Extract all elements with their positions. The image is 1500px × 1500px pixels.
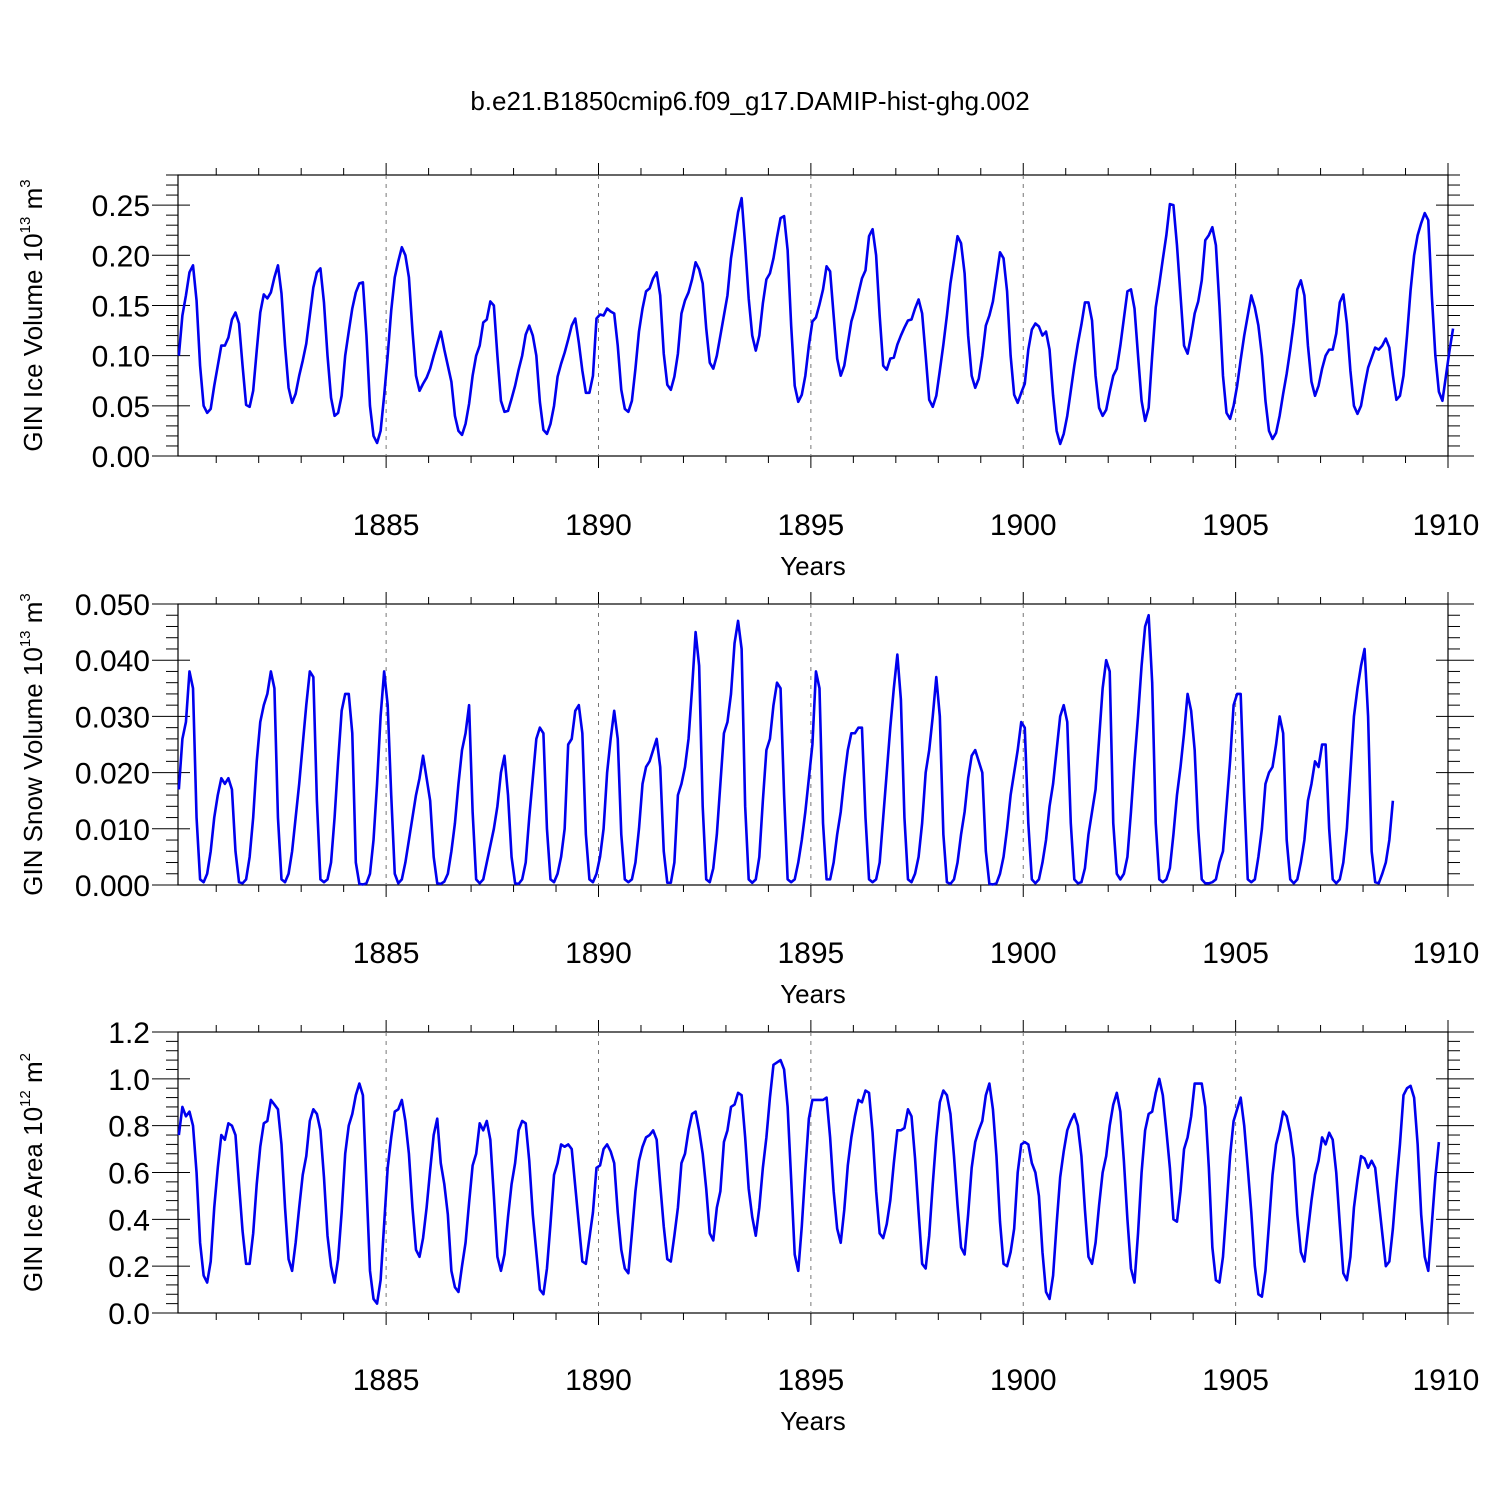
figure-title: b.e21.B1850cmip6.f09_g17.DAMIP-hist-ghg.… [470,86,1029,116]
y-tick-label: 0.000 [75,870,150,903]
x-tick-label: 1890 [565,509,632,542]
x-tick-label: 1895 [778,1364,845,1397]
y-tick-label: 0.10 [92,341,150,374]
x-tick-label: 1900 [990,1364,1057,1397]
y-tick-label: 0.040 [75,645,150,678]
y-axis-title: GIN Snow Volume 1013 m3 [17,593,48,896]
y-tick-label: 0.0 [108,1298,150,1331]
x-tick-label: 1890 [565,937,632,970]
y-tick-label: 0.4 [108,1204,150,1237]
x-tick-label: 1900 [990,937,1057,970]
x-axis-title: Years [780,979,846,1009]
y-tick-label: 1.0 [108,1064,150,1097]
series-line-ice-volume [177,196,1455,446]
x-tick-label: 1885 [353,509,420,542]
y-tick-label: 1.2 [108,1017,150,1050]
x-tick-label: 1905 [1202,509,1269,542]
x-tick-label: 1885 [353,1364,420,1397]
x-tick-label: 1895 [778,509,845,542]
x-tick-label: 1885 [353,937,420,970]
x-tick-label: 1905 [1202,1364,1269,1397]
x-tick-label: 1900 [990,509,1057,542]
y-tick-label: 0.05 [92,391,150,424]
y-tick-label: 0.8 [108,1111,150,1144]
plot-frame [177,603,1449,886]
y-tick-label: 0.25 [92,190,150,223]
x-tick-label: 1905 [1202,937,1269,970]
y-tick-label: 0.050 [75,589,150,622]
y-tick-label: 0.020 [75,758,150,791]
y-axis-title: GIN Ice Area 1012 m2 [17,1053,48,1292]
y-tick-label: 0.00 [92,441,150,474]
x-tick-label: 1895 [778,937,845,970]
y-axis-title: GIN Ice Volume 1013 m3 [17,179,48,451]
panel-ice-volume: 0.00 0.05 0.10 0.15 0.20 0.25 1885 1890 1895 1900… [17,163,1479,581]
panel-ice-area: 0.0 0.2 0.4 0.6 0.8 1.0 1.2 1885 1890 1895 1900 190… [17,1017,1479,1436]
x-tick-label: 1890 [565,1364,632,1397]
y-tick-label: 0.030 [75,701,150,734]
y-tick-label: 0.6 [108,1158,150,1191]
series-line-snow-volume [177,613,1395,886]
y-tick-label: 0.2 [108,1251,150,1284]
y-tick-label: 0.15 [92,290,150,323]
series-line-ice-area [177,1058,1441,1305]
x-axis-title: Years [780,1406,846,1436]
panel-snow-volume: 0.000 0.010 0.020 0.030 0.040 0.050 1885 1890 18… [17,589,1479,1009]
x-tick-label: 1910 [1413,1364,1480,1397]
y-tick-label: 0.20 [92,240,150,273]
x-tick-label: 1910 [1413,937,1480,970]
x-axis-title: Years [780,551,846,581]
x-tick-label: 1910 [1413,509,1480,542]
y-tick-label: 0.010 [75,814,150,847]
